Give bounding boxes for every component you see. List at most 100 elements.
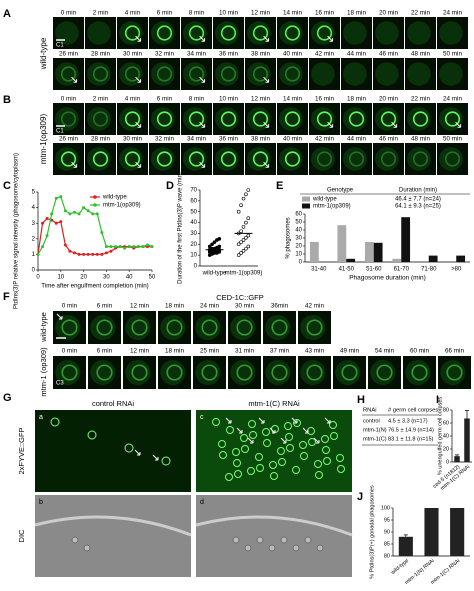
gfp-vesicle	[87, 430, 97, 440]
point	[244, 220, 248, 225]
time-label: 8 min	[189, 96, 205, 103]
gfp-vesicle	[322, 446, 330, 454]
point	[59, 195, 63, 199]
point	[86, 252, 90, 256]
corpse	[292, 544, 300, 552]
point	[241, 249, 246, 253]
gfp-vesicle	[219, 451, 227, 459]
phagosome-ring	[201, 319, 218, 336]
column-label: mtm-1(C) RNAi	[248, 399, 300, 408]
point	[72, 251, 76, 255]
corpse	[71, 536, 79, 544]
gfp-vesicle	[330, 432, 338, 440]
time-label: 36 min	[219, 136, 238, 143]
time-label: 44 min	[347, 51, 366, 58]
bar	[464, 418, 470, 462]
y-tick-label: 30	[190, 231, 197, 237]
y-tick-label: 20	[443, 446, 449, 452]
point	[244, 235, 248, 240]
arrow	[324, 417, 331, 424]
point	[239, 240, 243, 244]
arrow	[135, 121, 142, 128]
time-label: 28 min	[91, 51, 110, 58]
cell-blob	[311, 62, 335, 86]
time-label: 25 min	[200, 348, 219, 355]
time-label: 0 min	[62, 303, 78, 310]
time-label: 26 min	[59, 51, 78, 58]
arrow	[258, 417, 265, 424]
legend-label: mtm-1(op309)	[103, 203, 141, 209]
cell-blob	[183, 62, 207, 86]
time-label: 36 min	[219, 51, 238, 58]
bar	[364, 242, 374, 262]
point	[68, 212, 72, 216]
phagosome-ring	[166, 319, 183, 336]
point	[136, 245, 140, 249]
phagosome-ring	[446, 364, 463, 381]
panel-label: C	[3, 180, 11, 192]
y-tick-label: 40	[295, 228, 302, 234]
point	[104, 245, 108, 249]
gfp-vesicle	[336, 454, 344, 462]
point	[100, 252, 104, 256]
gonad-outline	[34, 515, 192, 537]
cell-blob	[87, 107, 111, 131]
time-label: 37 min	[270, 348, 289, 355]
cell-blob	[375, 21, 399, 45]
legend-header: Duration (min)	[399, 188, 437, 194]
row-label: 2xFYVE::GFP	[17, 427, 26, 474]
cell-blob	[439, 147, 463, 171]
time-label: 12 min	[130, 303, 149, 310]
genotype-label: mtm-1(op309)	[39, 114, 48, 165]
phagosome-ring	[411, 364, 428, 381]
phagosome-ring	[131, 319, 148, 336]
micrograph	[35, 495, 191, 577]
time-label: 10 min	[219, 10, 238, 17]
point	[86, 209, 90, 213]
x-tick-label: 51-60	[366, 267, 382, 273]
panel-label: D	[166, 180, 174, 192]
y-tick-label: 85	[384, 541, 390, 547]
phagosome-ring	[380, 151, 397, 167]
phagosome-ring	[341, 364, 358, 381]
cell-blob	[279, 62, 303, 86]
point	[82, 252, 86, 256]
arrow	[134, 449, 141, 456]
arrow	[302, 427, 309, 434]
gfp-vesicle	[285, 433, 293, 441]
y-tick-label: 60	[443, 420, 449, 426]
phagosome-ring	[92, 66, 109, 82]
time-label: 28 min	[91, 136, 110, 143]
time-label: 2 min	[93, 10, 109, 17]
phagosome-ring	[61, 364, 78, 381]
bar	[428, 255, 438, 262]
y-tick-label: 80	[384, 553, 390, 559]
table-header: # germ cell corpses	[388, 408, 438, 414]
time-label: 66 min	[445, 348, 464, 355]
time-label: 6 min	[97, 348, 113, 355]
gfp-vesicle	[234, 470, 242, 478]
x-tick-label: 31-40	[311, 267, 327, 273]
phagosome-ring	[284, 111, 301, 127]
point	[50, 212, 54, 216]
arrow	[199, 161, 206, 168]
arrow	[247, 437, 254, 444]
y-tick-label: 95	[384, 517, 390, 523]
bar	[424, 508, 439, 556]
point	[95, 212, 99, 216]
gfp-vesicle	[284, 422, 292, 430]
y-tick-label: 70	[190, 188, 197, 194]
y-tick-label: 100	[381, 505, 390, 511]
phagosome-ring	[220, 66, 237, 82]
y-tick-label: 50	[295, 220, 302, 226]
time-label: 43 min	[305, 348, 324, 355]
cell-label: C1	[56, 43, 64, 49]
time-label: 50 min	[443, 51, 462, 58]
arrow	[225, 417, 232, 424]
gfp-vesicle	[248, 420, 256, 428]
phagosome-ring	[284, 66, 301, 82]
point	[236, 209, 241, 214]
error-bar	[465, 410, 469, 419]
panel-label: B	[3, 94, 11, 106]
